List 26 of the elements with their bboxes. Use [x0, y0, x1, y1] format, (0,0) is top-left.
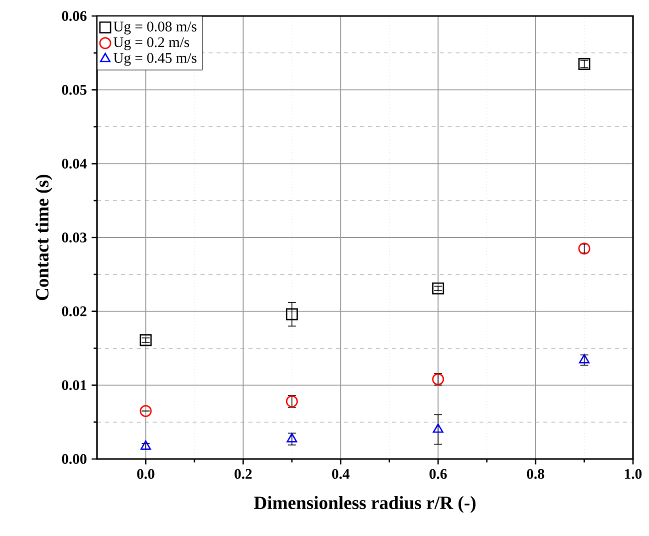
y-tick-label: 0.01 — [62, 380, 86, 390]
y-tick-label: 0.04 — [62, 158, 87, 169]
point — [140, 334, 152, 346]
y-tick-label: 0.00 — [62, 454, 86, 464]
x-tick-label: 0.6 — [430, 469, 447, 479]
x-axis-title: Dimensionless radius r/R (-) — [254, 496, 476, 513]
legend-label: Ug = 0.08 m/s — [114, 22, 196, 34]
y-tick-label: 0.03 — [62, 232, 86, 242]
point — [286, 308, 298, 320]
point — [579, 354, 590, 364]
legend-label: Ug = 0.2 m/s — [114, 37, 190, 50]
x-tick-label: 0.8 — [526, 469, 544, 479]
point — [432, 423, 444, 433]
legend-label: Ug = 0.45 m/s — [114, 52, 196, 66]
x-tick-label: 0.4 — [332, 469, 350, 479]
y-tick-label: 0.02 — [62, 306, 86, 316]
y-tick-label: 0.05 — [62, 84, 86, 95]
point — [140, 440, 151, 450]
y-tick-label: 0.06 — [62, 11, 87, 21]
x-tick-label: 0.0 — [137, 469, 154, 479]
x-tick-label: 0.2 — [234, 469, 252, 479]
point — [140, 405, 152, 417]
point — [432, 282, 444, 294]
point — [286, 433, 298, 442]
x-tick-label: 1.0 — [625, 469, 642, 479]
y-axis-title: Contact time (s) — [35, 174, 52, 300]
